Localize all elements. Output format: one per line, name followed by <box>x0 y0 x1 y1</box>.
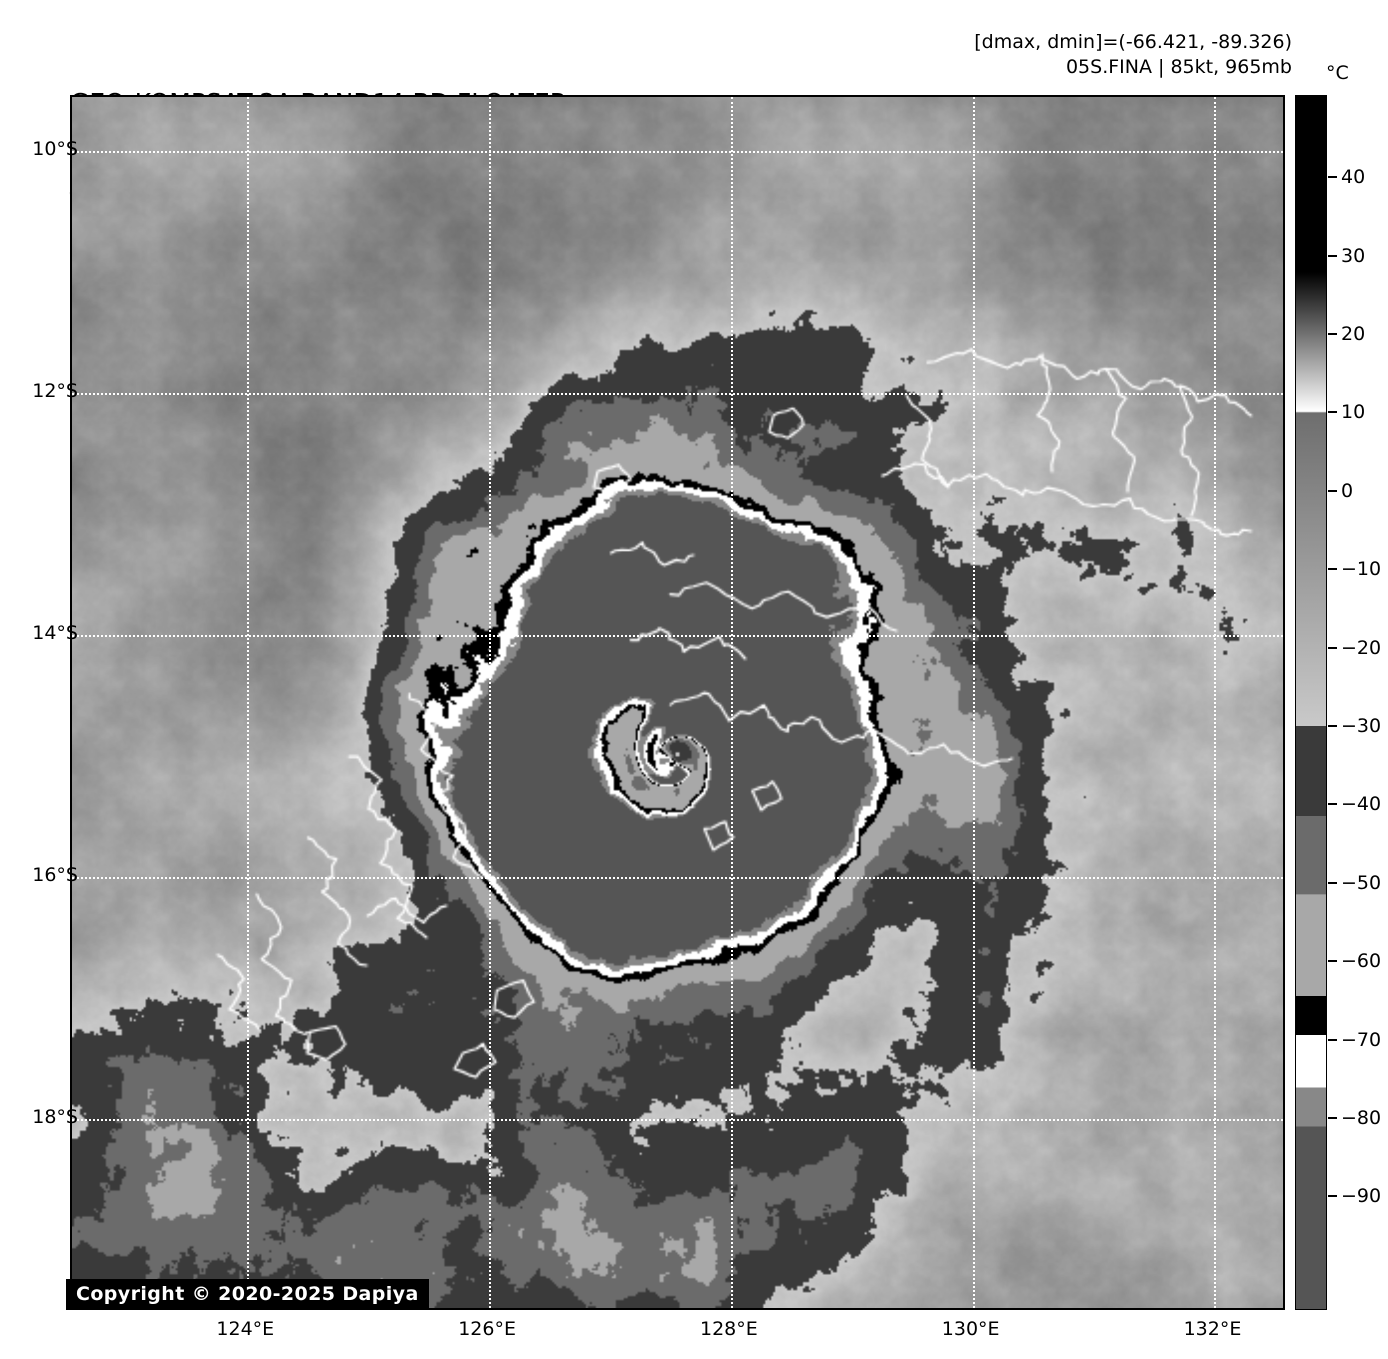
colorbar-tick-4 <box>1328 489 1337 492</box>
lat-tick-label-1: 12°S <box>32 380 78 403</box>
colorbar-tick-label-4: 0 <box>1341 479 1354 502</box>
colorbar-tick-10 <box>1328 960 1337 963</box>
colorbar-tick-label-11: −70 <box>1341 1028 1382 1051</box>
colorbar-tick-label-13: −90 <box>1341 1185 1382 1208</box>
colorbar-tick-label-10: −60 <box>1341 950 1382 973</box>
colorbar-tick-9 <box>1328 881 1337 884</box>
colorbar-tick-label-7: −30 <box>1341 715 1382 738</box>
colorbar-tick-5 <box>1328 568 1337 571</box>
copyright-watermark: Copyright © 2020-2025 Dapiya <box>66 1279 429 1310</box>
colorbar-tick-label-12: −80 <box>1341 1106 1382 1129</box>
lon-tick-label-1: 126°E <box>458 1318 516 1340</box>
lat-tick-label-3: 16°S <box>32 863 78 886</box>
colorbar-tick-label-3: 10 <box>1341 401 1366 424</box>
colorbar-tick-7 <box>1328 725 1337 728</box>
colorbar-tick-12 <box>1328 1116 1337 1119</box>
colorbar-tick-label-0: 40 <box>1341 166 1366 189</box>
lon-tick-label-4: 132°E <box>1183 1318 1242 1340</box>
colorbar-tick-8 <box>1328 803 1337 806</box>
lat-tick-label-2: 14°S <box>32 621 78 644</box>
colorbar-tick-13 <box>1328 1195 1337 1198</box>
lon-tick-label-3: 130°E <box>941 1318 1000 1340</box>
lat-tick-label-4: 18°S <box>32 1105 78 1128</box>
colorbar-tick-1 <box>1328 254 1337 257</box>
lat-tick-label-0: 10°S <box>32 138 78 161</box>
colorbar-tick-2 <box>1328 333 1337 336</box>
colorbar-gradient <box>1296 96 1326 1309</box>
satellite-imagery-canvas <box>72 97 1283 1308</box>
colorbar-tick-label-9: −50 <box>1341 871 1382 894</box>
colorbar-tick-label-6: −20 <box>1341 636 1382 659</box>
colorbar-tick-3 <box>1328 411 1337 414</box>
dmax-dmin-label: [dmax, dmin]=(-66.421, -89.326) <box>974 31 1292 53</box>
colorbar-tick-label-1: 30 <box>1341 244 1366 267</box>
storm-info-label: 05S.FINA | 85kt, 965mb <box>1065 56 1292 78</box>
satellite-image-plot <box>70 95 1285 1310</box>
metadata-block: [dmax, dmin]=(-66.421, -89.326) 05S.FINA… <box>974 30 1292 80</box>
colorbar-tick-label-5: −10 <box>1341 558 1382 581</box>
colorbar-tick-11 <box>1328 1038 1337 1041</box>
colorbar-tick-6 <box>1328 646 1337 649</box>
colorbar-tick-label-8: −40 <box>1341 793 1382 816</box>
temperature-colorbar <box>1295 95 1327 1310</box>
colorbar-unit-label: °C <box>1326 62 1349 84</box>
lon-tick-label-2: 128°E <box>699 1318 758 1340</box>
lon-tick-label-0: 124°E <box>216 1318 275 1340</box>
colorbar-tick-0 <box>1328 176 1337 179</box>
colorbar-tick-label-2: 20 <box>1341 323 1366 346</box>
